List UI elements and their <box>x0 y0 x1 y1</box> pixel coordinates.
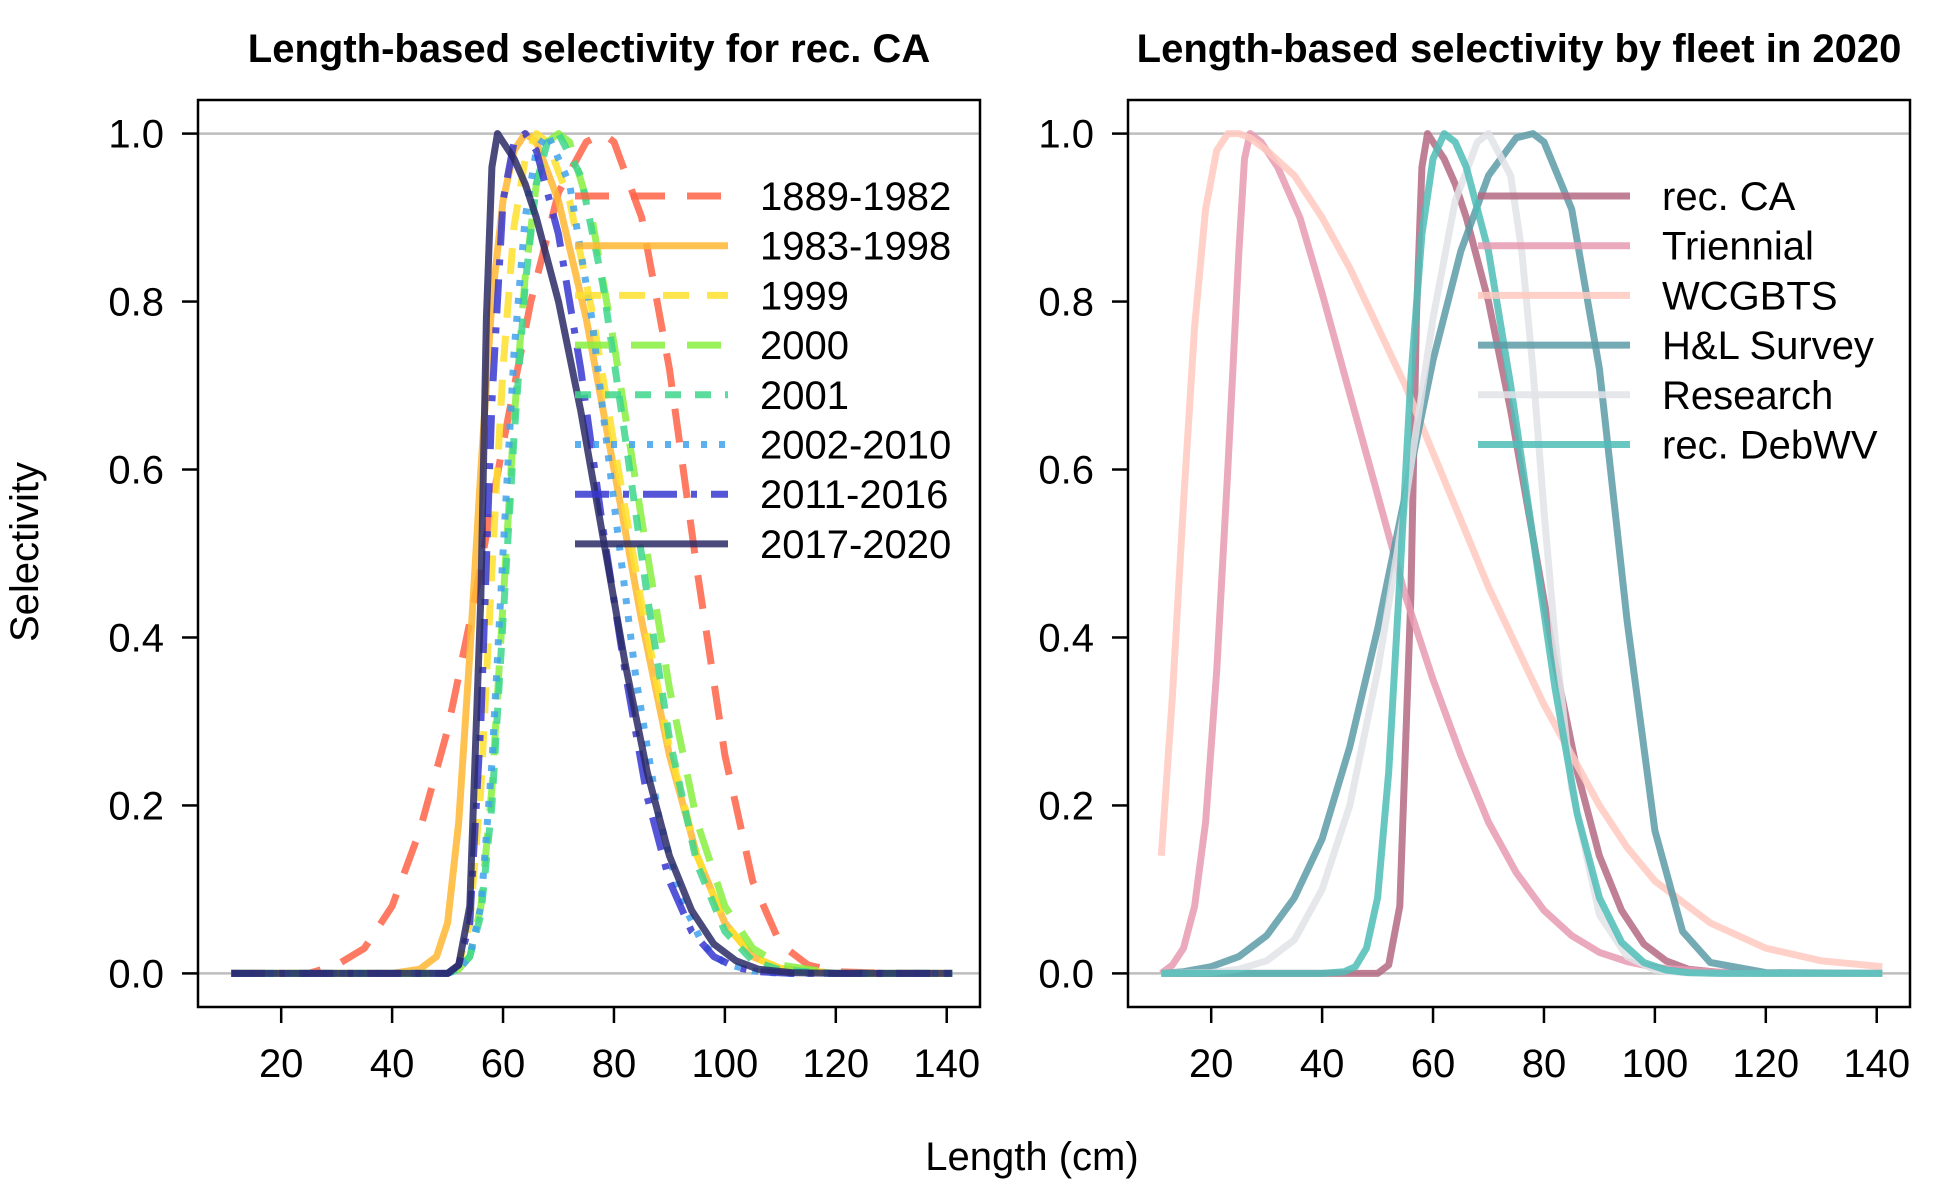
series-line-h-l-survey <box>1161 130 1883 977</box>
x-tick-label-100: 100 <box>692 1042 759 1086</box>
legend-label: 1999 <box>760 274 849 318</box>
series-line-1889-1982 <box>231 130 953 977</box>
legend-label: Triennial <box>1662 225 1814 269</box>
series-line-rec-debwv <box>1161 130 1883 977</box>
y-tick-label-3: 0.6 <box>108 449 164 493</box>
series-line-2017-2020 <box>231 130 953 977</box>
y-tick-label-2: 0.4 <box>1038 616 1094 660</box>
panel-right: 20 40 60 80 100 120 140 0.0 0.2 0.4 0.6 0.8 1.0 Lengt… <box>1038 27 1912 1086</box>
y-tick-label-1: 0.2 <box>108 784 164 828</box>
series-line-wcgbts <box>1157 130 1883 971</box>
x-tick-label-60: 60 <box>1411 1042 1456 1086</box>
y-tick-label-5: 1.0 <box>108 113 164 157</box>
x-tick-label-40: 40 <box>370 1042 415 1086</box>
legend-label: 2011-2016 <box>760 473 948 517</box>
x-tick-label-20: 20 <box>259 1042 304 1086</box>
legend-label: 2001 <box>760 374 849 418</box>
y-tick-label-4: 0.8 <box>1038 281 1094 325</box>
legend-label: rec. CA <box>1662 175 1796 219</box>
legend: 1889-1982 1983-1998 1999 2000 2001 2002-2010 2… <box>575 175 951 567</box>
chart-title: Length-based selectivity for rec. CA <box>248 27 930 71</box>
y-tick-label-2: 0.4 <box>108 616 164 660</box>
legend-label: 1889-1982 <box>760 175 951 219</box>
plot-frame <box>1126 98 1912 1009</box>
series-group <box>1157 130 1883 977</box>
legend-label: Research <box>1662 374 1833 418</box>
legend-label: 2000 <box>760 324 849 368</box>
x-tick-label-80: 80 <box>592 1042 637 1086</box>
legend-label: WCGBTS <box>1662 274 1838 318</box>
legend-label: 1983-1998 <box>760 225 951 269</box>
x-axis-label: Length (cm) <box>925 1135 1138 1179</box>
series-line-research <box>1161 130 1883 977</box>
y-tick-label-4: 0.8 <box>108 281 164 325</box>
series-line-triennial <box>1159 130 1883 977</box>
series-line-2000 <box>231 130 953 977</box>
plot-frame <box>196 98 982 1009</box>
legend: rec. CA Triennial WCGBTS H&L Survey Research… <box>1478 175 1878 468</box>
series-group <box>231 130 953 977</box>
legend-label: H&L Survey <box>1662 324 1874 368</box>
panel-left: 20 40 60 80 100 120 140 0.0 0.2 0.4 0.6 0.8 1.0 Lengt… <box>108 27 982 1086</box>
x-tick-label-100: 100 <box>1622 1042 1689 1086</box>
x-tick-label-140: 140 <box>913 1042 980 1086</box>
legend-label: 2002-2010 <box>760 424 951 468</box>
series-line-rec-ca <box>1161 130 1883 977</box>
x-tick-label-120: 120 <box>1732 1042 1799 1086</box>
y-tick-label-5: 1.0 <box>1038 113 1094 157</box>
y-tick-label-1: 0.2 <box>1038 784 1094 828</box>
x-tick-label-20: 20 <box>1189 1042 1234 1086</box>
x-tick-label-60: 60 <box>481 1042 526 1086</box>
x-tick-label-80: 80 <box>1522 1042 1567 1086</box>
y-tick-label-0: 0.0 <box>108 952 164 996</box>
x-tick-label-120: 120 <box>802 1042 869 1086</box>
y-tick-label-0: 0.0 <box>1038 952 1094 996</box>
y-axis-label: Selectivity <box>3 462 47 642</box>
x-tick-label-40: 40 <box>1300 1042 1345 1086</box>
x-tick-label-140: 140 <box>1843 1042 1910 1086</box>
legend-label: 2017-2020 <box>760 523 951 567</box>
chart-title: Length-based selectivity by fleet in 202… <box>1137 27 1902 71</box>
y-tick-label-3: 0.6 <box>1038 449 1094 493</box>
legend-label: rec. DebWV <box>1662 424 1878 468</box>
series-line-1999 <box>231 130 953 977</box>
